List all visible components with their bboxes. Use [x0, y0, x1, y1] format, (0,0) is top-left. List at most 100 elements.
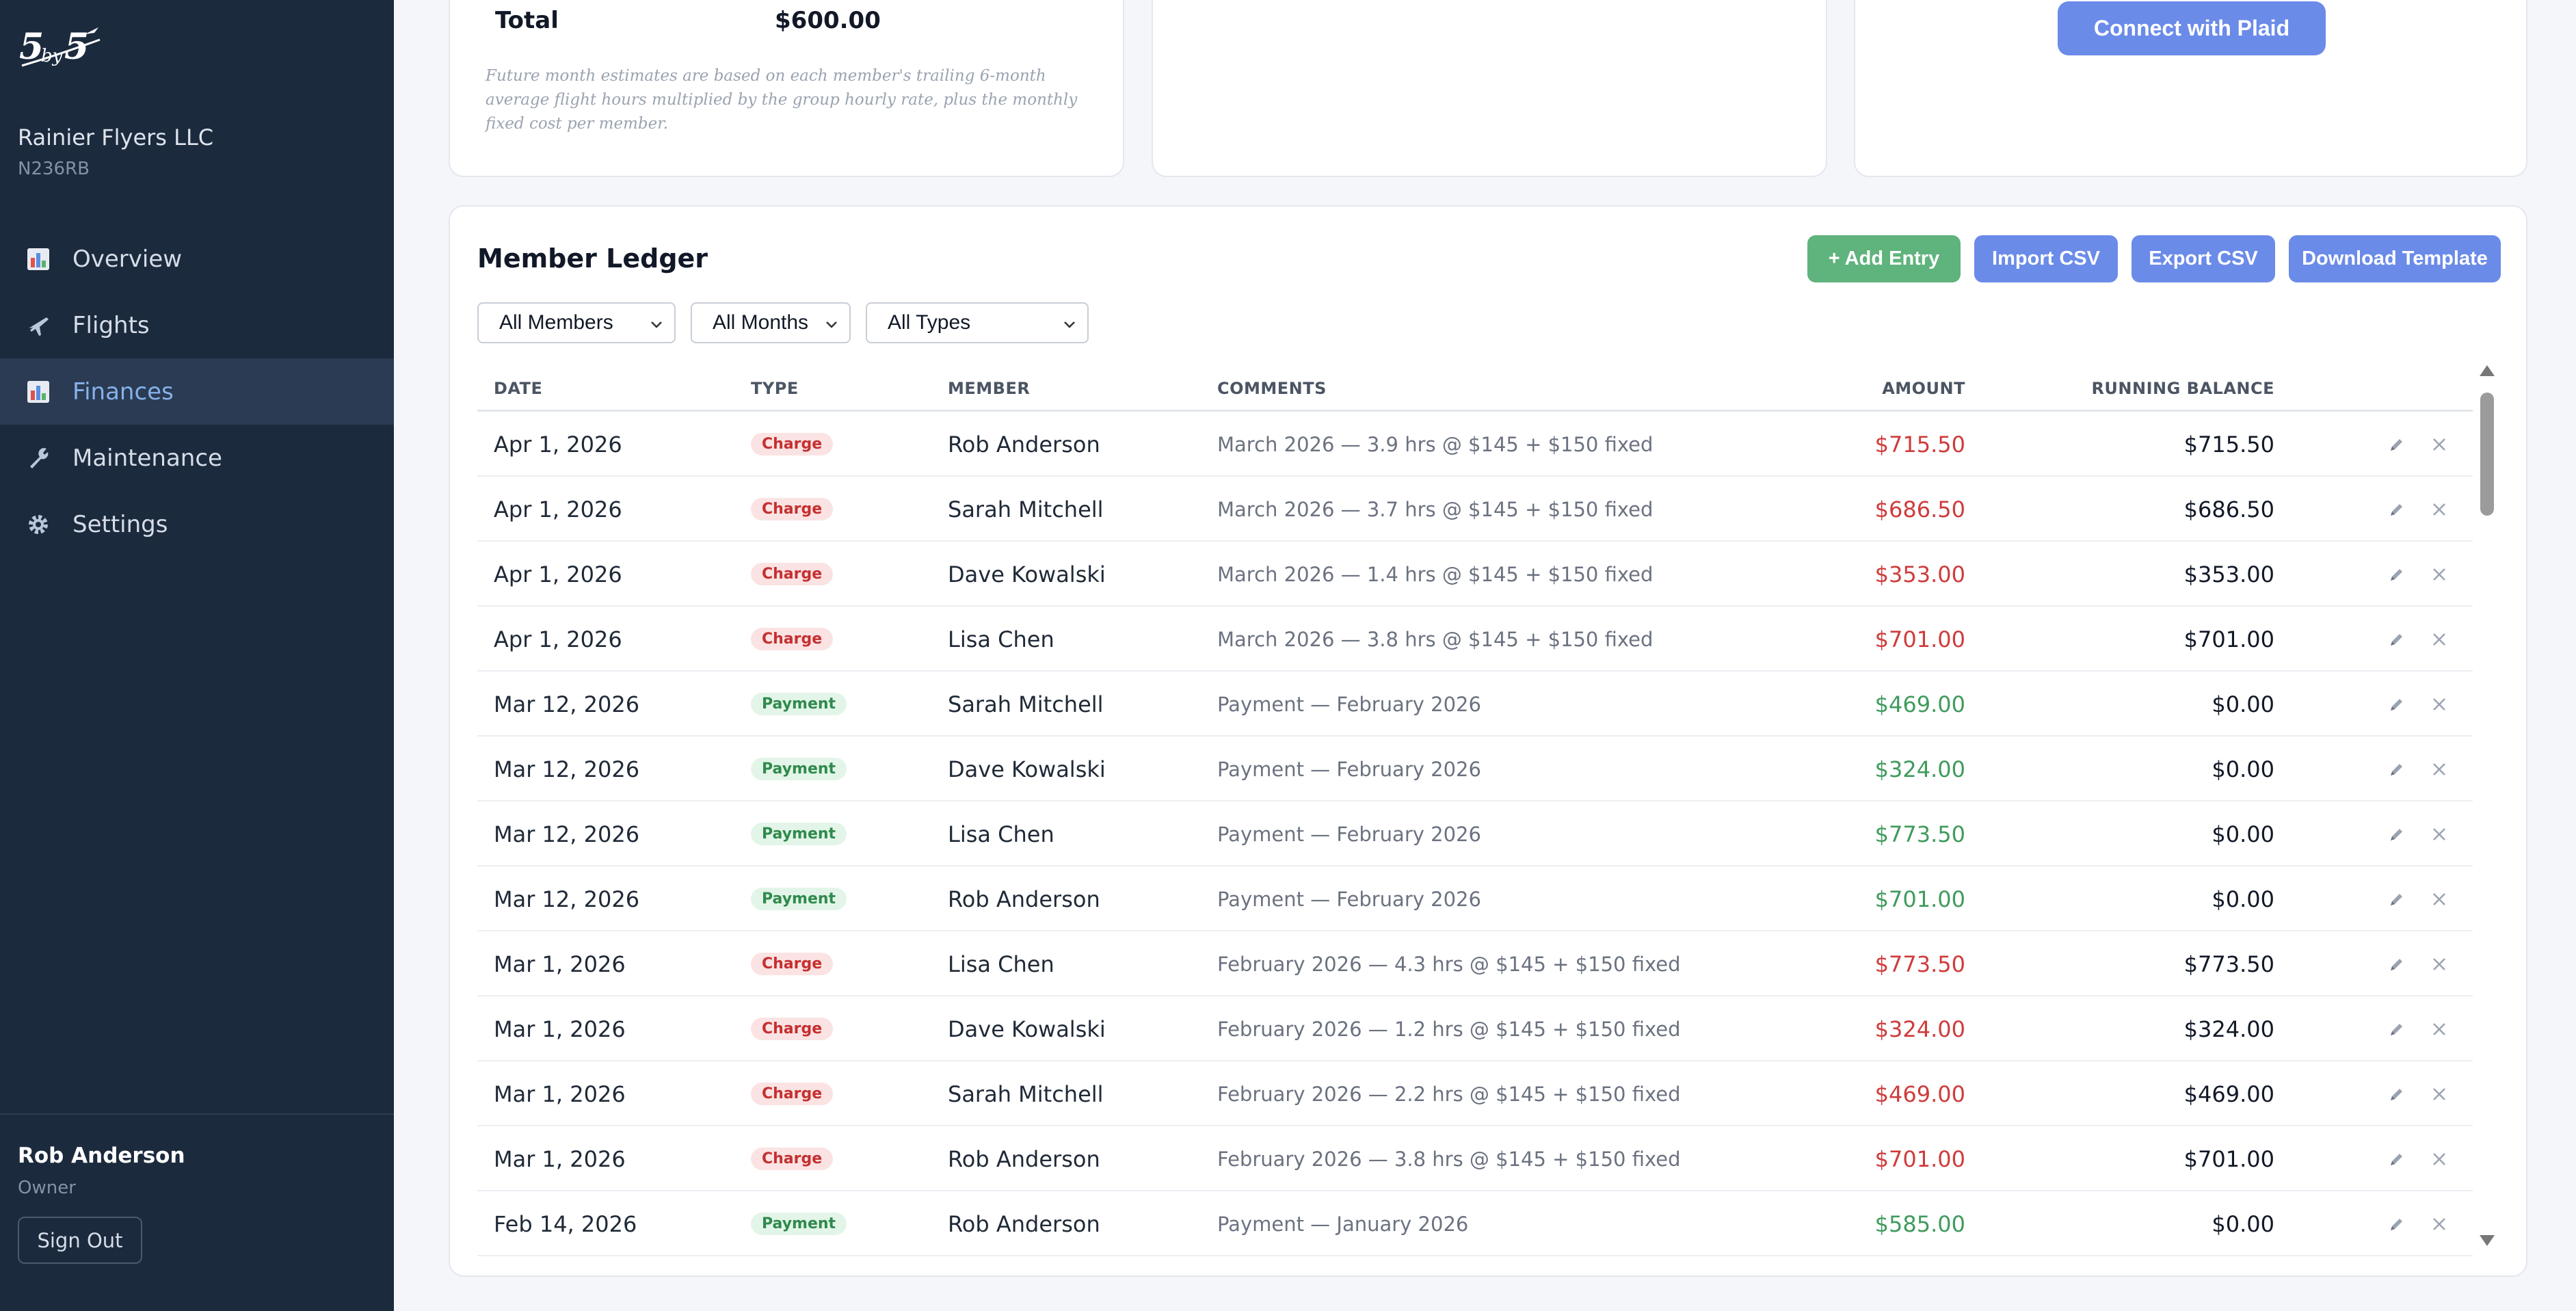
export-csv-button[interactable]: Export CSV: [2132, 235, 2275, 282]
sidebar-item-settings[interactable]: Settings: [0, 491, 394, 557]
scrollbar-thumb[interactable]: [2480, 393, 2494, 516]
edit-icon[interactable]: [2385, 412, 2408, 477]
edit-icon[interactable]: [2385, 737, 2408, 802]
table-row[interactable]: Apr 1, 2026 Charge Sarah Mitchell March 202…: [477, 477, 2473, 542]
row-date: Mar 12, 2026: [494, 691, 640, 717]
column-header-type[interactable]: TYPE: [751, 379, 799, 398]
edit-icon[interactable]: [2385, 1126, 2408, 1191]
gear-icon: [25, 511, 52, 538]
table-row[interactable]: Mar 12, 2026 Payment Dave Kowalski Payment …: [477, 737, 2473, 802]
type-filter-select[interactable]: All Types: [866, 302, 1089, 343]
delete-icon[interactable]: [2428, 1126, 2451, 1191]
type-badge: Charge: [751, 433, 834, 455]
edit-icon[interactable]: [2385, 542, 2408, 607]
row-member: Rob Anderson: [948, 1146, 1100, 1172]
row-date: Mar 1, 2026: [494, 1016, 626, 1042]
import-csv-button[interactable]: Import CSV: [1974, 235, 2118, 282]
chart-icon: [25, 246, 52, 273]
sidebar-item-maintenance[interactable]: Maintenance: [0, 425, 394, 491]
row-amount: $324.00: [1874, 1016, 1965, 1042]
edit-icon[interactable]: [2385, 866, 2408, 931]
delete-icon[interactable]: [2428, 412, 2451, 477]
row-amount: $353.00: [1874, 561, 1965, 587]
row-date: Mar 12, 2026: [494, 821, 640, 847]
sidebar: 5 by 5 Rainier Flyers LLC N236RB Overvie…: [0, 0, 394, 1311]
table-row[interactable]: Feb 14, 2026 Payment Rob Anderson Payment —…: [477, 1191, 2473, 1256]
delete-icon[interactable]: [2428, 542, 2451, 607]
member-filter-value: All Members: [499, 311, 613, 334]
row-comments: March 2026 — 3.9 hrs @ $145 + $150 fixed: [1217, 432, 1654, 456]
delete-icon[interactable]: [2428, 866, 2451, 931]
edit-icon[interactable]: [2385, 931, 2408, 996]
table-row[interactable]: Apr 1, 2026 Charge Lisa Chen March 2026 — 3…: [477, 607, 2473, 672]
delete-icon[interactable]: [2428, 802, 2451, 866]
delete-icon[interactable]: [2428, 931, 2451, 996]
total-label: Total: [495, 7, 559, 34]
table-row[interactable]: Mar 1, 2026 Charge Rob Anderson February 20…: [477, 1126, 2473, 1191]
delete-icon[interactable]: [2428, 737, 2451, 802]
user-role: Owner: [18, 1178, 76, 1198]
edit-icon[interactable]: [2385, 1061, 2408, 1126]
delete-icon[interactable]: [2428, 672, 2451, 737]
table-row[interactable]: Mar 12, 2026 Payment Rob Anderson Payment —…: [477, 866, 2473, 931]
column-header-date[interactable]: DATE: [494, 379, 543, 398]
row-running-balance: $715.50: [2183, 431, 2274, 458]
add-entry-button[interactable]: + Add Entry: [1807, 235, 1961, 282]
sidebar-item-finances[interactable]: Finances: [0, 358, 394, 425]
scrollbar[interactable]: [2477, 365, 2497, 1246]
table-row[interactable]: Mar 12, 2026 Payment Lisa Chen Payment — Fe…: [477, 802, 2473, 866]
member-filter-select[interactable]: All Members: [477, 302, 676, 343]
column-header-balance[interactable]: RUNNING BALANCE: [2091, 379, 2274, 398]
edit-icon[interactable]: [2385, 996, 2408, 1061]
table-row[interactable]: Mar 1, 2026 Charge Sarah Mitchell February …: [477, 1061, 2473, 1126]
app-logo[interactable]: 5 by 5: [18, 21, 107, 70]
row-member: Lisa Chen: [948, 626, 1054, 652]
sign-out-button[interactable]: Sign Out: [18, 1217, 142, 1264]
download-template-button[interactable]: Download Template: [2289, 235, 2501, 282]
row-running-balance: $324.00: [2183, 1016, 2274, 1042]
table-row[interactable]: Mar 1, 2026 Charge Dave Kowalski February 2…: [477, 996, 2473, 1061]
sidebar-item-flights[interactable]: Flights: [0, 292, 394, 358]
row-member: Sarah Mitchell: [948, 691, 1104, 717]
estimate-note: Future month estimates are based on each…: [486, 67, 1078, 133]
row-comments: Payment — February 2026: [1217, 822, 1481, 846]
table-row[interactable]: Apr 1, 2026 Charge Rob Anderson March 2026 …: [477, 412, 2473, 477]
delete-icon[interactable]: [2428, 1061, 2451, 1126]
row-amount: $469.00: [1874, 1081, 1965, 1107]
edit-icon[interactable]: [2385, 802, 2408, 866]
table-row[interactable]: Apr 1, 2026 Charge Dave Kowalski March 2026…: [477, 542, 2473, 607]
row-date: Feb 14, 2026: [494, 1210, 637, 1237]
edit-icon[interactable]: [2385, 1191, 2408, 1256]
row-comments: February 2026 — 3.8 hrs @ $145 + $150 fi…: [1217, 1147, 1681, 1171]
scroll-down-arrow[interactable]: [2480, 1235, 2495, 1246]
scroll-up-arrow[interactable]: [2480, 365, 2495, 376]
table-row[interactable]: Mar 12, 2026 Payment Sarah Mitchell Payment…: [477, 672, 2473, 737]
ledger-title: Member Ledger: [477, 243, 708, 274]
delete-icon[interactable]: [2428, 1191, 2451, 1256]
delete-icon[interactable]: [2428, 996, 2451, 1061]
column-header-comments[interactable]: COMMENTS: [1217, 379, 1327, 398]
row-amount: $585.00: [1874, 1210, 1965, 1237]
row-running-balance: $773.50: [2183, 951, 2274, 977]
edit-icon[interactable]: [2385, 672, 2408, 737]
chevron-down-icon: [648, 315, 665, 331]
column-header-member[interactable]: MEMBER: [948, 379, 1031, 398]
connect-plaid-button[interactable]: Connect with Plaid: [2058, 1, 2326, 55]
edit-icon[interactable]: [2385, 607, 2408, 672]
month-filter-select[interactable]: All Months: [691, 302, 851, 343]
table-row[interactable]: Mar 1, 2026 Charge Lisa Chen February 2026 …: [477, 931, 2473, 996]
type-badge: Payment: [751, 1213, 847, 1235]
row-amount: $701.00: [1874, 886, 1965, 912]
type-badge: Charge: [751, 498, 834, 520]
delete-icon[interactable]: [2428, 607, 2451, 672]
row-running-balance: $701.00: [2183, 1146, 2274, 1172]
row-member: Rob Anderson: [948, 431, 1100, 458]
row-amount: $773.50: [1874, 951, 1965, 977]
edit-icon[interactable]: [2385, 477, 2408, 542]
column-header-amount[interactable]: AMOUNT: [1882, 379, 1965, 398]
row-date: Apr 1, 2026: [494, 561, 622, 587]
sidebar-item-overview[interactable]: Overview: [0, 226, 394, 292]
row-type: Payment: [751, 737, 847, 802]
month-filter-value: All Months: [713, 311, 809, 334]
delete-icon[interactable]: [2428, 477, 2451, 542]
